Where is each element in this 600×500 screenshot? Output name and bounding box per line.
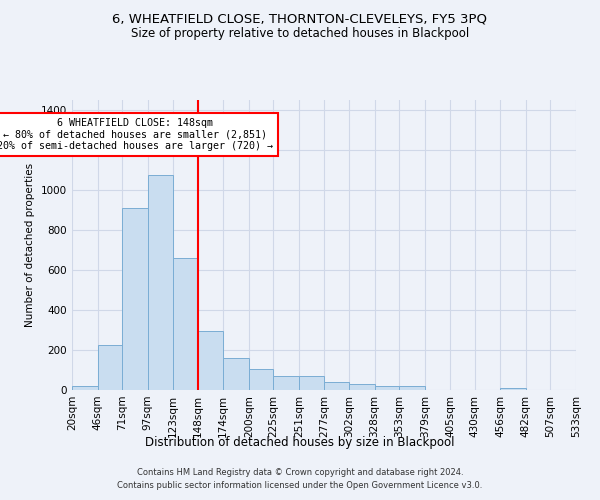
Bar [72, 386, 98, 390]
Bar [98, 345, 122, 390]
Text: Contains public sector information licensed under the Open Government Licence v3: Contains public sector information licen… [118, 480, 482, 490]
Text: 6, WHEATFIELD CLOSE, THORNTON-CLEVELEYS, FY5 3PQ: 6, WHEATFIELD CLOSE, THORNTON-CLEVELEYS,… [113, 12, 487, 26]
Bar [198, 331, 223, 390]
Text: 6 WHEATFIELD CLOSE: 148sqm
← 80% of detached houses are smaller (2,851)
20% of s: 6 WHEATFIELD CLOSE: 148sqm ← 80% of deta… [0, 118, 273, 151]
Bar [374, 386, 399, 390]
Text: Size of property relative to detached houses in Blackpool: Size of property relative to detached ho… [131, 28, 469, 40]
Bar [399, 386, 425, 390]
Bar [148, 175, 173, 390]
Text: Contains HM Land Registry data © Crown copyright and database right 2024.: Contains HM Land Registry data © Crown c… [137, 468, 463, 477]
Bar [223, 358, 249, 390]
Bar [349, 384, 374, 390]
Bar [122, 208, 148, 390]
Bar [299, 376, 325, 390]
Bar [325, 382, 349, 390]
Bar [274, 376, 299, 390]
Bar [500, 388, 526, 390]
Y-axis label: Number of detached properties: Number of detached properties [25, 163, 35, 327]
Text: Distribution of detached houses by size in Blackpool: Distribution of detached houses by size … [145, 436, 455, 449]
Bar [173, 258, 198, 390]
Bar [249, 369, 274, 390]
